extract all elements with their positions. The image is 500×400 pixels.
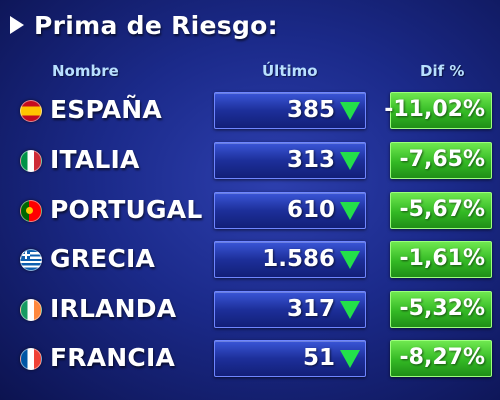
country-name: IRLANDA <box>50 294 177 323</box>
down-arrow-icon <box>340 350 360 368</box>
change-box: -1,61% <box>390 241 492 278</box>
table-row: FRANCIA 51 -8,27% <box>0 335 500 381</box>
last-value-box: 317 <box>214 291 366 328</box>
down-arrow-icon <box>340 301 360 319</box>
down-arrow-icon <box>340 102 360 120</box>
greece-flag-icon <box>20 249 42 271</box>
column-header-change: Dif % <box>420 62 465 80</box>
ireland-flag-icon <box>20 299 42 321</box>
column-header-last: Último <box>262 62 318 80</box>
last-value: 313 <box>286 147 335 173</box>
last-value-box: 313 <box>214 142 366 179</box>
change-value: -5,67% <box>399 197 485 222</box>
table-row: PORTUGAL 610 -5,67% <box>0 187 500 233</box>
change-box: -7,65% <box>390 142 492 179</box>
italy-flag-icon <box>20 150 42 172</box>
table-row: ITALIA 313 -7,65% <box>0 137 500 183</box>
change-value: -7,65% <box>399 147 485 172</box>
page-title: Prima de Riesgo: <box>34 10 278 40</box>
down-arrow-icon <box>340 202 360 220</box>
table-row: ESPAÑA 385 -11,02% <box>0 87 500 133</box>
column-header-name: Nombre <box>52 62 119 80</box>
change-box: -11,02% <box>384 92 492 129</box>
country-name: FRANCIA <box>50 343 175 372</box>
last-value-box: 1.586 <box>214 241 366 278</box>
france-flag-icon <box>20 348 42 370</box>
down-arrow-icon <box>340 152 360 170</box>
table-row: IRLANDA 317 -5,32% <box>0 286 500 332</box>
portugal-flag-icon <box>20 200 42 222</box>
last-value-box: 610 <box>214 192 366 229</box>
last-value-box: 385 <box>214 92 366 129</box>
change-box: -5,67% <box>390 192 492 229</box>
change-value: -1,61% <box>399 246 485 271</box>
down-arrow-icon <box>340 251 360 269</box>
country-name: ESPAÑA <box>50 95 162 124</box>
change-value: -11,02% <box>384 97 485 122</box>
change-box: -8,27% <box>390 340 492 377</box>
change-value: -5,32% <box>399 296 485 321</box>
country-name: PORTUGAL <box>50 195 203 224</box>
country-name: ITALIA <box>50 145 140 174</box>
country-name: GRECIA <box>50 244 156 273</box>
header: Prima de Riesgo: <box>10 6 278 44</box>
play-icon <box>10 16 24 34</box>
last-value: 385 <box>286 97 335 123</box>
last-value: 1.586 <box>262 246 335 272</box>
change-value: -8,27% <box>399 345 485 370</box>
last-value: 51 <box>302 345 335 371</box>
table-row: GRECIA 1.586 -1,61% <box>0 236 500 282</box>
spain-flag-icon <box>20 100 42 122</box>
change-box: -5,32% <box>390 291 492 328</box>
last-value-box: 51 <box>214 340 366 377</box>
last-value: 317 <box>286 296 335 322</box>
last-value: 610 <box>286 197 335 223</box>
